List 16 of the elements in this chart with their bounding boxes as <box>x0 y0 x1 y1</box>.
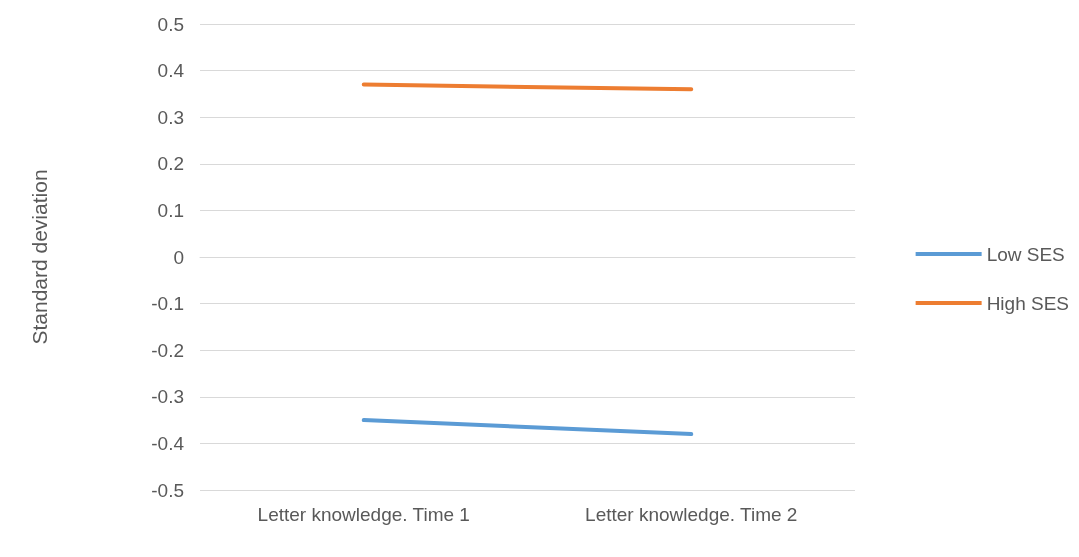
y-tick-label: -0.1 <box>151 293 184 315</box>
y-tick-label: 0.3 <box>157 106 184 128</box>
y-tick-label: 0.5 <box>157 13 184 35</box>
y-axis-title: Standard deviation <box>28 169 51 345</box>
legend-label: High SES <box>986 292 1069 314</box>
x-tick-label: Letter knowledge. Time 2 <box>585 503 798 525</box>
y-tick-label: 0.1 <box>157 199 184 221</box>
y-tick-label: -0.4 <box>151 432 185 454</box>
y-tick-label: 0.2 <box>157 153 184 175</box>
x-tick-label: Letter knowledge. Time 1 <box>257 503 470 525</box>
legend-label: Low SES <box>986 243 1065 265</box>
y-tick-label: -0.3 <box>151 386 184 408</box>
y-tick-label: -0.5 <box>151 479 184 501</box>
y-tick-label: 0.4 <box>157 60 185 82</box>
y-tick-label: 0 <box>173 246 184 268</box>
y-tick-label: -0.2 <box>151 339 184 361</box>
